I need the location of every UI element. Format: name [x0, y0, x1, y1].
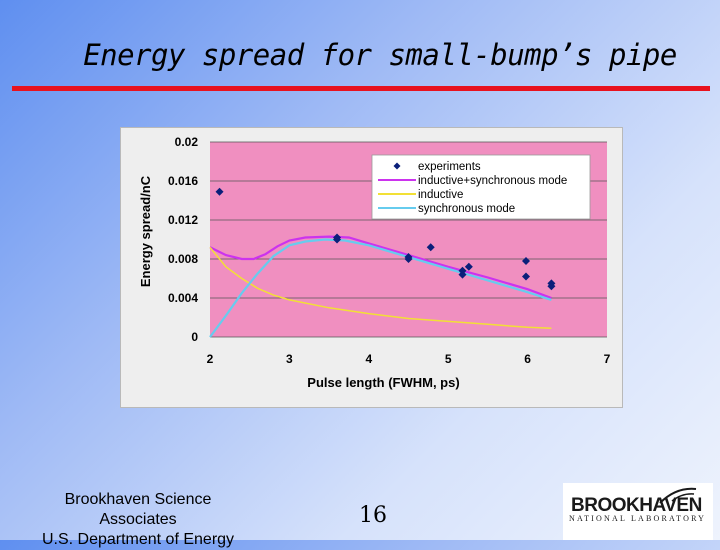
experiment-point	[215, 187, 224, 196]
y-tick-label: 0.004	[168, 291, 198, 305]
legend-label: inductive	[418, 189, 463, 201]
experiment-point	[522, 272, 531, 281]
series-line-3	[209, 238, 552, 338]
logo-main-text: BROOKHAVEN	[571, 495, 702, 516]
slide-title: Energy spread for small-bump’s pipe	[83, 38, 677, 72]
x-tick-label: 2	[207, 352, 214, 366]
x-tick-label: 7	[604, 352, 611, 366]
experiment-point	[547, 282, 556, 291]
experiment-point	[458, 270, 467, 279]
experiment-point	[426, 243, 435, 252]
legend-label: experiments	[418, 161, 481, 173]
x-tick-label: 3	[286, 352, 293, 366]
experiment-point	[404, 255, 413, 263]
series-line-1	[209, 235, 552, 300]
experiment-point	[333, 235, 342, 244]
experiment-point	[464, 262, 473, 271]
y-tick-label: 0.012	[168, 213, 198, 227]
footer-line-1: Brookhaven Science	[64, 491, 212, 508]
x-axis-label: Pulse length (FWHM, ps)	[307, 375, 459, 390]
y-tick-label: 0.016	[168, 174, 198, 188]
series-line-2	[209, 246, 552, 329]
y-axis-label: Energy spread/nC	[138, 175, 153, 287]
x-tick-label: 5	[445, 352, 452, 366]
y-tick-label: 0.02	[175, 135, 199, 149]
legend-marker	[393, 162, 401, 170]
x-tick-label: 4	[365, 352, 372, 366]
footer-line-2: Associates	[99, 511, 177, 528]
footer-line-3: U.S. Department of Energy	[41, 531, 235, 548]
page-number: 16	[359, 503, 387, 528]
legend-label: inductive+synchronous mode	[418, 175, 567, 187]
brookhaven-logo: BROOKHAVEN NATIONAL LABORATORY	[563, 483, 713, 540]
footer-organization: Brookhaven Science Associates U.S. Depar…	[30, 490, 246, 550]
energy-spread-chart: 0 0.004 0.008 0.012 0.016 0.02 2 3 4 5 6 7 Pulse len…	[138, 135, 611, 390]
x-tick-label: 6	[524, 352, 531, 366]
legend-label: synchronous mode	[418, 203, 515, 215]
logo-sub-text: NATIONAL LABORATORY	[569, 514, 707, 523]
logo-swoosh-icon	[659, 487, 697, 504]
y-tick-label: 0	[191, 330, 198, 344]
experiment-point	[522, 256, 531, 265]
y-tick-label: 0.008	[168, 252, 198, 266]
title-rule	[12, 86, 710, 91]
